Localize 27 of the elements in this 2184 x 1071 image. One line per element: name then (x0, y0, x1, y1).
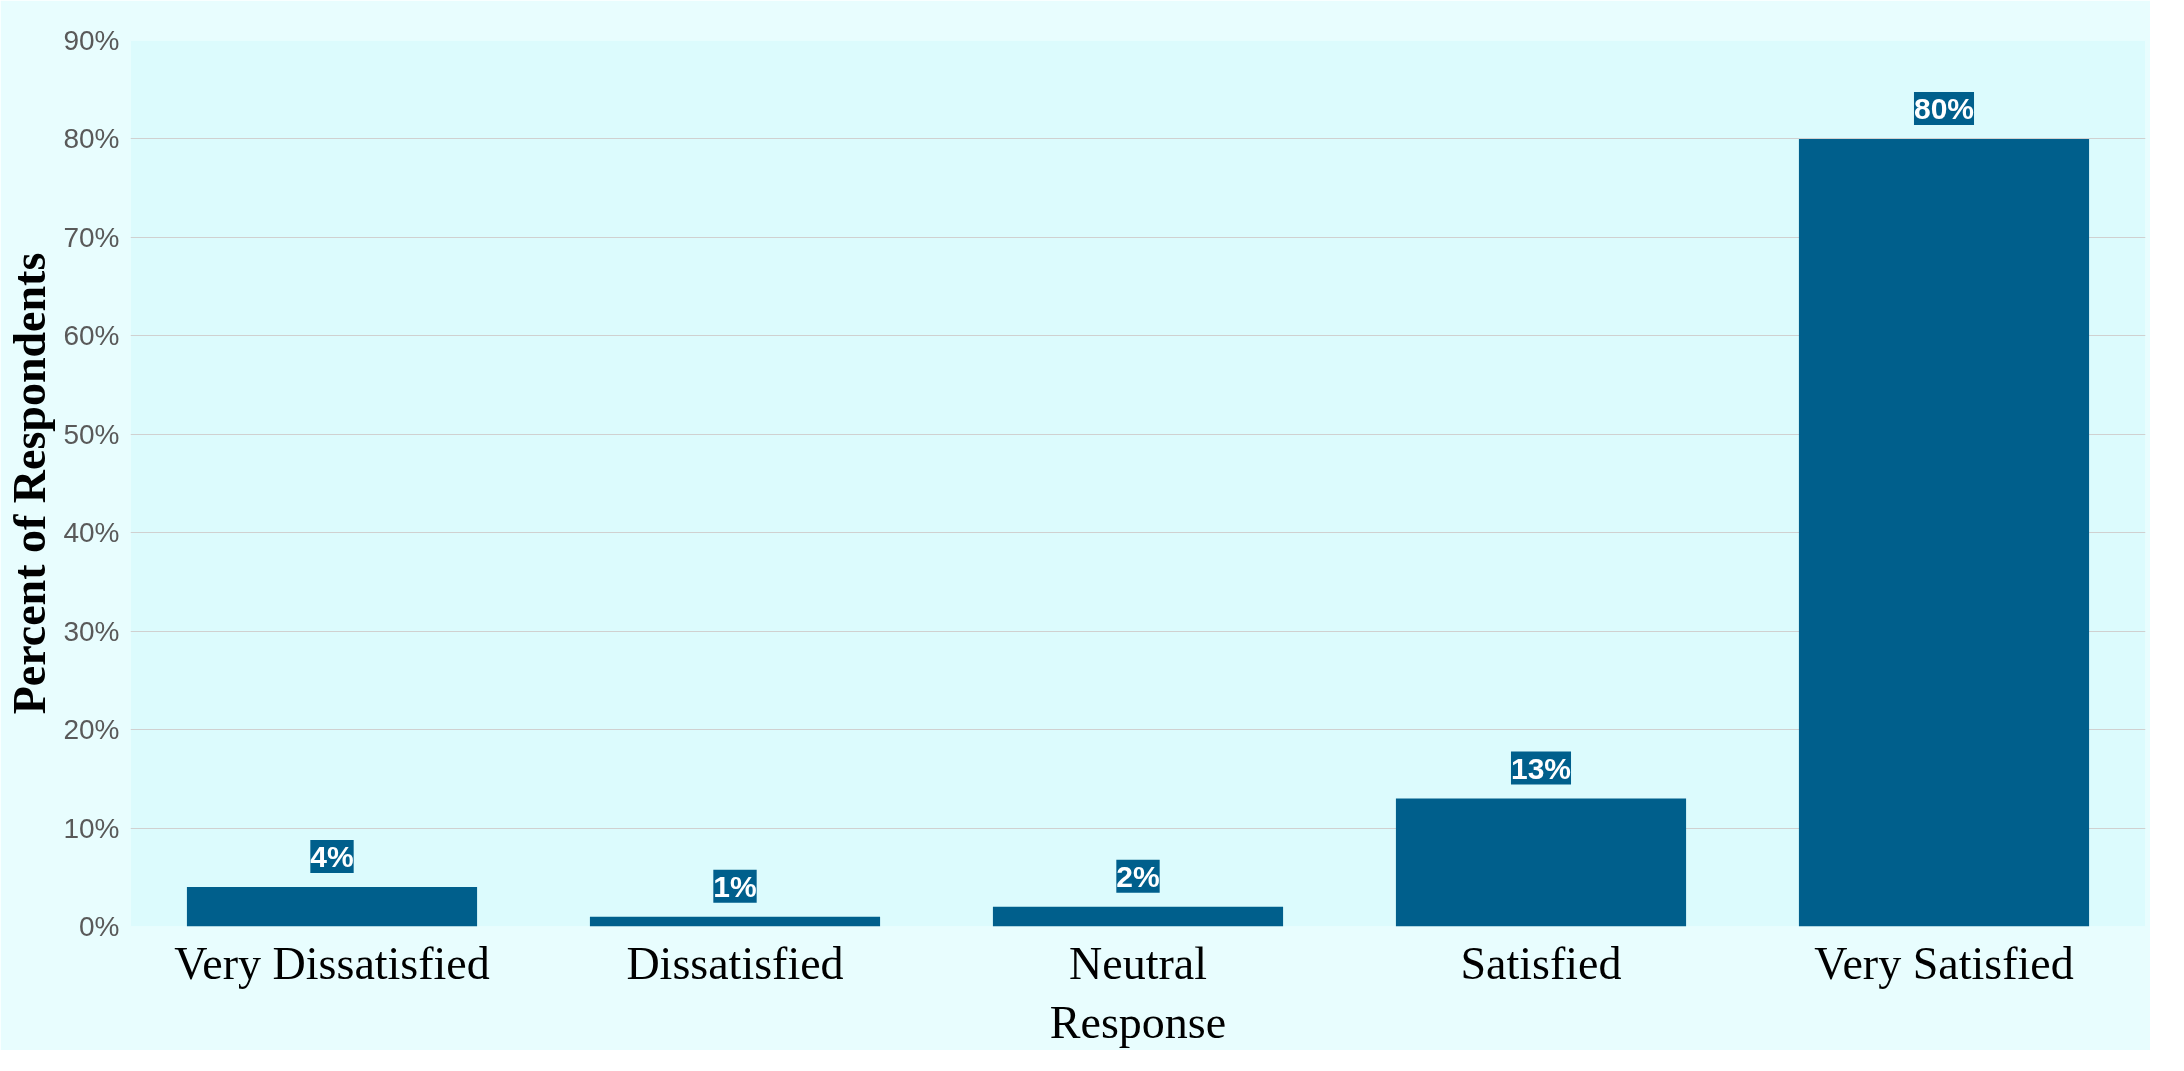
y-tick-label: 40% (63, 517, 120, 549)
y-tick-label: 10% (63, 812, 120, 844)
x-tick-label: Dissatisfied (626, 937, 844, 989)
y-tick-label: 90% (63, 25, 120, 56)
data-label: 2% (1116, 859, 1160, 893)
x-axis-title: Response (1049, 996, 1227, 1048)
bar (589, 916, 881, 927)
data-label: 1% (713, 869, 757, 903)
data-label: 80% (1913, 91, 1975, 125)
bar (992, 906, 1284, 927)
x-tick-label: Neutral (1069, 937, 1207, 989)
y-axis-title: Percent of Respondents (4, 252, 56, 715)
y-tick-label: 50% (63, 418, 120, 450)
x-tick-label: Satisfied (1460, 937, 1622, 989)
data-label: 13% (1510, 751, 1572, 785)
y-tick-label: 70% (63, 221, 120, 253)
bar (186, 887, 478, 927)
y-tick-label: 80% (63, 123, 120, 155)
bar (1395, 798, 1687, 927)
y-tick-label: 60% (63, 320, 120, 352)
x-tick-label: Very Satisfied (1814, 937, 2074, 989)
x-tick-label: Very Dissatisfied (174, 937, 490, 989)
y-tick-label: 30% (63, 615, 120, 647)
bar (1798, 138, 2090, 927)
y-tick-label: 20% (63, 714, 120, 746)
data-label: 4% (310, 840, 354, 874)
y-tick-label: 0% (79, 911, 120, 942)
